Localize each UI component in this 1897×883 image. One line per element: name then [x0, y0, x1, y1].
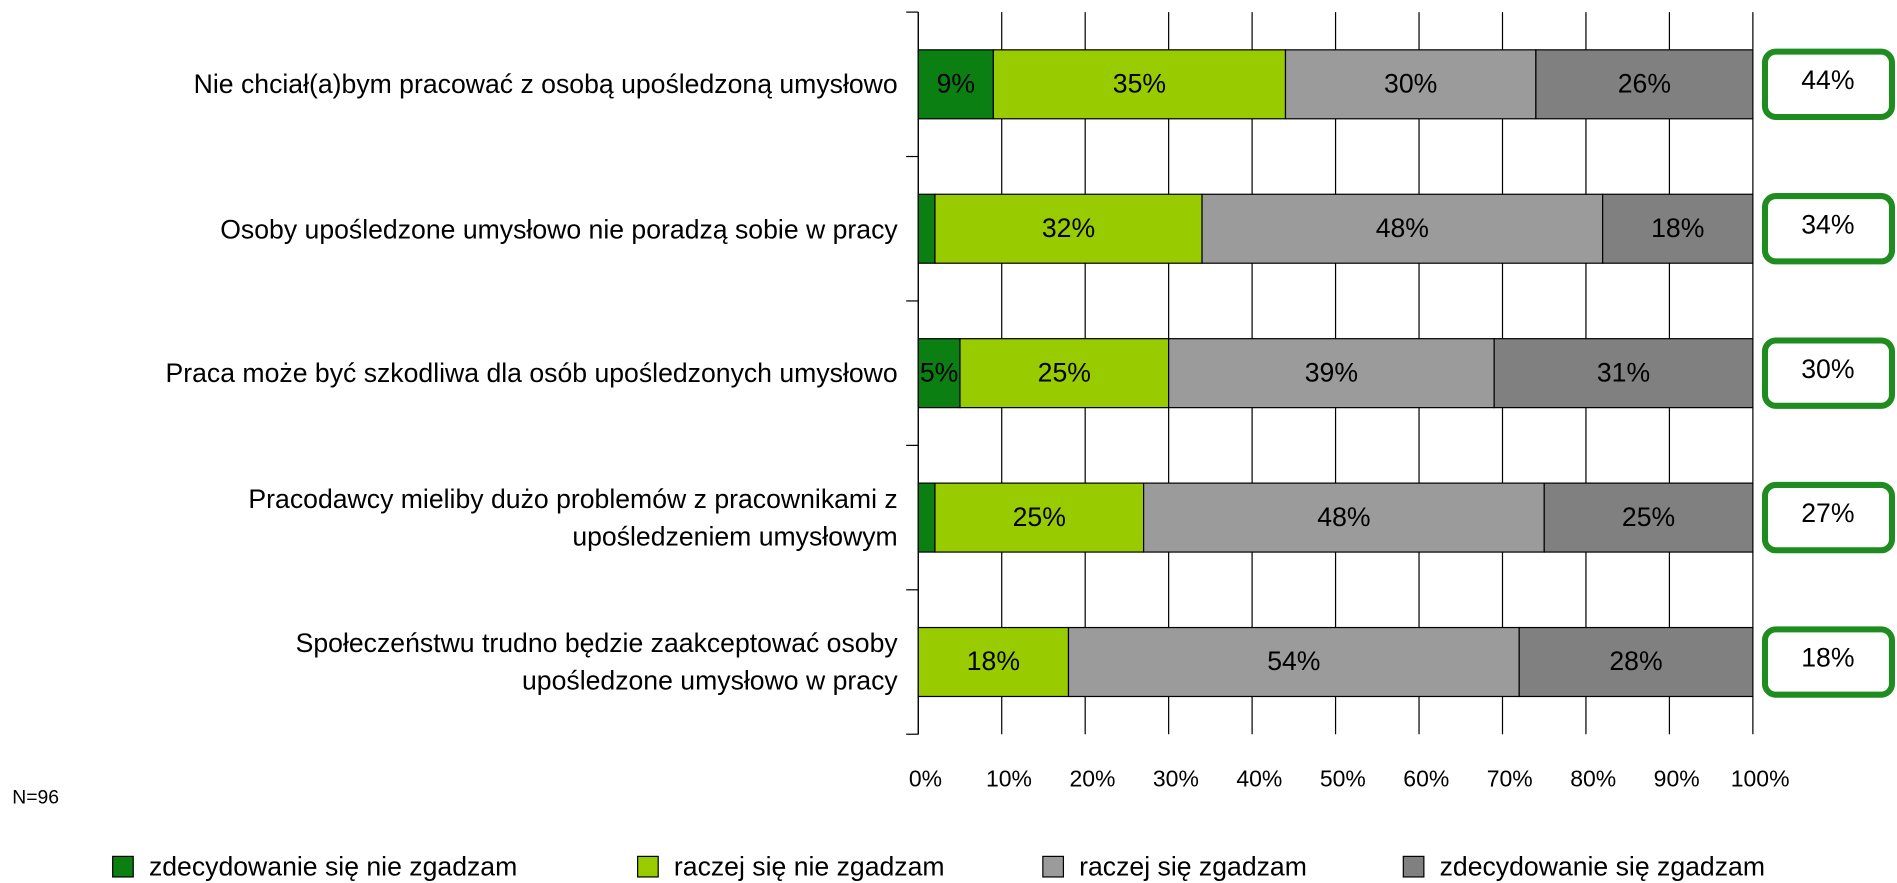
value-label: 35%	[1113, 69, 1166, 99]
bar-segment	[1493, 338, 1754, 409]
bar-segment	[1535, 49, 1754, 120]
x-tick-label: 80%	[1570, 765, 1616, 791]
bar-segment	[1201, 193, 1604, 264]
category-label-box: Społeczeństwu trudno będzie zaakceptować…	[295, 628, 898, 696]
total-label: 30%	[1801, 354, 1854, 384]
value-label: 28%	[1609, 646, 1662, 676]
x-tick-label: 90%	[1654, 765, 1700, 791]
bar-segment	[917, 193, 936, 264]
bar-segment	[1168, 338, 1495, 409]
total-box	[1761, 337, 1896, 409]
value-label: 54%	[1267, 646, 1320, 676]
category-label: Nie chciał(a)bym pracować z osobą upośle…	[193, 69, 898, 100]
total-box	[1761, 48, 1896, 120]
x-tick-label: 10%	[986, 765, 1032, 791]
legend-label: raczej się nie zgadzam	[674, 852, 945, 882]
value-label: 18%	[1651, 213, 1704, 243]
total-box	[1761, 481, 1896, 554]
category-label-box: Pracodawcy mieliby dużo problemów z prac…	[248, 483, 898, 552]
bar-segment	[917, 626, 1070, 698]
bar-segment	[1543, 482, 1754, 553]
legend-swatch	[637, 855, 659, 878]
legend-label: zdecydowanie się nie zgadzam	[149, 852, 517, 882]
category-label: Praca może być szkodliwa dla osób upośle…	[165, 358, 898, 389]
bar-segment	[934, 482, 1145, 553]
legend-swatch	[1042, 855, 1065, 878]
value-label: 30%	[1384, 69, 1437, 99]
x-tick-label: 40%	[1236, 765, 1282, 791]
sample-note: N=96	[12, 786, 59, 808]
category-label: Osoby upośledzone umysłowo nie poradzą s…	[220, 213, 898, 244]
value-label: 9%	[937, 69, 975, 99]
bar-segment	[1284, 49, 1537, 120]
bar-segment	[934, 193, 1203, 264]
bar-segment	[1067, 626, 1520, 698]
legend-swatch	[112, 855, 134, 878]
legend-label: raczej się zgadzam	[1079, 852, 1307, 882]
bar-segment	[1518, 626, 1754, 698]
total-label: 34%	[1801, 209, 1854, 239]
value-label: 26%	[1618, 69, 1671, 99]
value-label: 25%	[1038, 357, 1091, 387]
bar-segment	[1602, 193, 1754, 264]
value-label: 25%	[1622, 502, 1675, 532]
category-label-box: Praca może być szkodliwa dla osób upośle…	[165, 358, 898, 389]
x-tick-label: 100%	[1731, 765, 1790, 791]
total-label: 44%	[1801, 65, 1854, 95]
legend-label: zdecydowanie się zgadzam	[1440, 852, 1765, 882]
value-label: 31%	[1597, 357, 1650, 387]
value-label: 5%	[920, 357, 958, 387]
total-label: 27%	[1801, 498, 1854, 528]
category-label: Społeczeństwu trudno będzie zaakceptować…	[295, 628, 898, 696]
x-tick-label: 0%	[909, 765, 942, 791]
value-label: 39%	[1305, 357, 1358, 387]
value-label: 48%	[1317, 502, 1370, 532]
category-label-box: Nie chciał(a)bym pracować z osobą upośle…	[193, 69, 898, 100]
bar-segment	[917, 338, 961, 409]
x-tick-label: 50%	[1320, 765, 1366, 791]
legend-swatch	[1402, 855, 1425, 878]
total-box	[1761, 626, 1896, 698]
bar-segment	[992, 49, 1287, 120]
bar-segment	[959, 338, 1170, 409]
x-tick-label: 30%	[1153, 765, 1199, 791]
x-tick-label: 60%	[1403, 765, 1449, 791]
x-tick-label: 20%	[1069, 765, 1115, 791]
value-label: 25%	[1013, 502, 1066, 532]
total-box	[1761, 193, 1896, 265]
category-label: Pracodawcy mieliby dużo problemów z prac…	[248, 483, 898, 552]
value-label: 18%	[967, 646, 1020, 676]
total-label: 18%	[1801, 643, 1854, 673]
value-label: 32%	[1042, 213, 1095, 243]
bar-segment	[917, 482, 936, 553]
bar-segment	[1143, 482, 1545, 553]
category-label-box: Osoby upośledzone umysłowo nie poradzą s…	[220, 213, 898, 244]
value-label: 48%	[1376, 213, 1429, 243]
x-tick-label: 70%	[1487, 765, 1533, 791]
